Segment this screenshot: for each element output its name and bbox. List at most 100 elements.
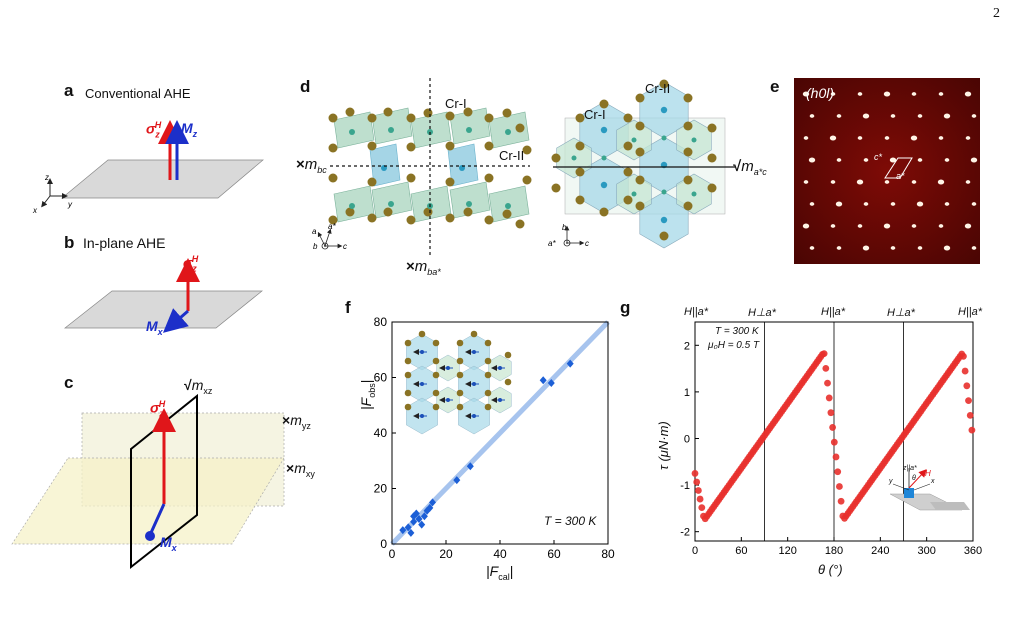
d-atom-cr1: [505, 129, 511, 135]
e-spot: [943, 113, 951, 119]
g-xtick-label: 60: [735, 545, 747, 557]
g-trace-point: [830, 438, 838, 446]
f-xtick-label: 20: [439, 547, 453, 561]
d2-axis-b: b: [562, 223, 567, 232]
g-trace-point: [836, 483, 843, 490]
d-axis-astar: a*: [328, 222, 336, 231]
e-spot: [938, 224, 944, 228]
f-inset-atom-cr: [420, 382, 424, 386]
e-spot: [965, 136, 971, 140]
e-spot: [943, 245, 951, 251]
g-xtick-label: 180: [825, 545, 843, 557]
d-octahedron: [449, 181, 491, 219]
e-spot: [830, 224, 836, 228]
g-inset-sample: [904, 488, 914, 498]
d-atom-te: [551, 183, 561, 193]
d-atom-cr2: [600, 181, 608, 189]
e-spot: [884, 180, 890, 184]
f-inset-atom: [484, 371, 492, 379]
d-atom-te: [635, 147, 645, 157]
e-spot: [862, 245, 870, 251]
f-data-point: [407, 528, 415, 537]
d-atom-te: [367, 177, 377, 187]
f-data-point: [547, 379, 555, 388]
panel-b-m-arrow: [162, 308, 189, 333]
g-trace-point: [820, 350, 828, 358]
g-trace-point: [832, 453, 840, 461]
d-axis-b: b: [313, 242, 318, 251]
g-trace-point: [825, 394, 833, 402]
g-xtick-label: 120: [778, 545, 796, 557]
panel-e-cstar: c*: [874, 152, 883, 162]
d-atom-cr1: [661, 135, 667, 141]
d-atom-te: [522, 145, 532, 155]
e-spot: [884, 136, 890, 140]
d-cr1-label-left: Cr-I: [445, 96, 467, 111]
e-spot: [883, 223, 891, 229]
f-inset-atom: [456, 339, 464, 347]
f-inset-atom: [432, 357, 440, 365]
e-spot: [971, 202, 977, 206]
panel-c-m-label: Mx: [160, 534, 177, 553]
e-spot: [836, 158, 842, 162]
d-octahedron: [371, 107, 413, 145]
panel-g-letter: g: [620, 298, 631, 317]
panel-c-sigma-label: σzH: [150, 399, 166, 419]
panel-g-field: μ₀H = 0.5 T: [708, 340, 760, 351]
e-spot: [836, 114, 842, 118]
g-inset-theta: θ: [912, 475, 916, 482]
e-spot: [857, 136, 863, 140]
f-inset-atom: [456, 389, 464, 397]
e-spot: [809, 114, 815, 118]
d-atom-cr1: [631, 137, 637, 143]
e-spot: [911, 92, 917, 96]
panel-a-letter: a: [64, 81, 74, 100]
e-spot: [917, 114, 923, 118]
d-atom-cr1: [466, 201, 472, 207]
g-trace-point: [834, 468, 842, 476]
e-spot: [965, 180, 971, 184]
g-inset-axis-x: [913, 483, 931, 491]
d-atom-te: [522, 175, 532, 185]
f-xtick-label: 40: [493, 547, 507, 561]
d-atom-te: [683, 175, 693, 185]
panel-b-letter: b: [64, 233, 75, 252]
d-cr2-label-right: Cr-II: [645, 81, 671, 96]
g-inset-axis-y: [892, 483, 910, 491]
d-octahedron: [449, 107, 491, 145]
g-ytick-label: 2: [684, 340, 690, 352]
d-atom-te: [367, 113, 377, 123]
d-cr1-label-right: Cr-I: [584, 107, 606, 122]
panel-d-letter: d: [300, 77, 311, 96]
d-atom-te: [659, 231, 669, 241]
panel-f-letter: f: [345, 298, 351, 317]
e-spot: [830, 92, 836, 96]
f-inset-atom: [484, 389, 492, 397]
f-inset-atom: [504, 378, 512, 386]
mirror-mbc-label: ×mbc: [296, 156, 327, 175]
d-atom-te: [484, 113, 494, 123]
panel-g-temp: T = 300 K: [715, 326, 759, 337]
d-atom-cr2: [660, 106, 668, 114]
f-data-point: [404, 523, 412, 532]
g-inset-field: [908, 469, 927, 489]
e-spot: [964, 91, 972, 97]
mirror-mxy-label: ×mxy: [286, 460, 315, 479]
g-trace-point: [696, 495, 704, 503]
axis-y-label: y: [67, 200, 73, 209]
e-spot: [890, 246, 896, 250]
mirror-myz-label: ×myz: [282, 412, 311, 431]
f-inset-atom: [470, 330, 478, 338]
d-atom-te: [623, 141, 633, 151]
panel-g-xlabel: θ (°): [818, 562, 843, 577]
d-atom-cr1: [691, 137, 697, 143]
g-trace-point: [824, 379, 831, 387]
g-ytick-label: 0: [684, 433, 690, 445]
g-ytick-label: -1: [680, 480, 690, 492]
e-spot: [803, 136, 809, 140]
d-atom-te: [463, 207, 473, 217]
